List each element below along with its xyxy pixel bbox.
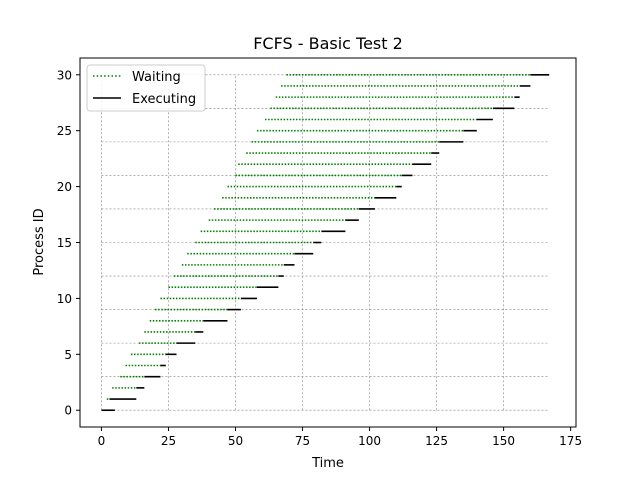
y-tick-label: 15: [57, 236, 72, 250]
legend-waiting-label: Waiting: [132, 70, 181, 85]
y-tick-label: 10: [57, 292, 72, 306]
y-tick-label: 30: [57, 68, 72, 82]
x-tick-label: 100: [358, 434, 381, 448]
x-tick-label: 75: [295, 434, 310, 448]
legend: Waiting Executing: [86, 64, 206, 112]
x-axis-ticks: 0 25 50 75 100 125 150 175: [98, 427, 582, 448]
y-tick-label: 25: [57, 124, 72, 138]
y-axis-ticks: 0 5 10 15 20 25 30: [57, 68, 80, 418]
x-tick-label: 50: [228, 434, 243, 448]
x-axis-label: Time: [311, 456, 344, 471]
process-bars: [101, 73, 550, 412]
y-tick-label: 20: [57, 180, 72, 194]
x-tick-label: 150: [492, 434, 515, 448]
x-tick-label: 0: [98, 434, 106, 448]
grid-lines: [101, 74, 550, 411]
chart-title: FCFS - Basic Test 2: [253, 34, 403, 53]
x-tick-label: 25: [161, 434, 176, 448]
y-axis-label: Process ID: [32, 208, 47, 275]
y-tick-label: 5: [64, 348, 72, 362]
x-tick-label: 175: [559, 434, 582, 448]
x-tick-label: 125: [425, 434, 448, 448]
y-tick-label: 0: [64, 404, 72, 418]
legend-executing-label: Executing: [132, 92, 196, 107]
